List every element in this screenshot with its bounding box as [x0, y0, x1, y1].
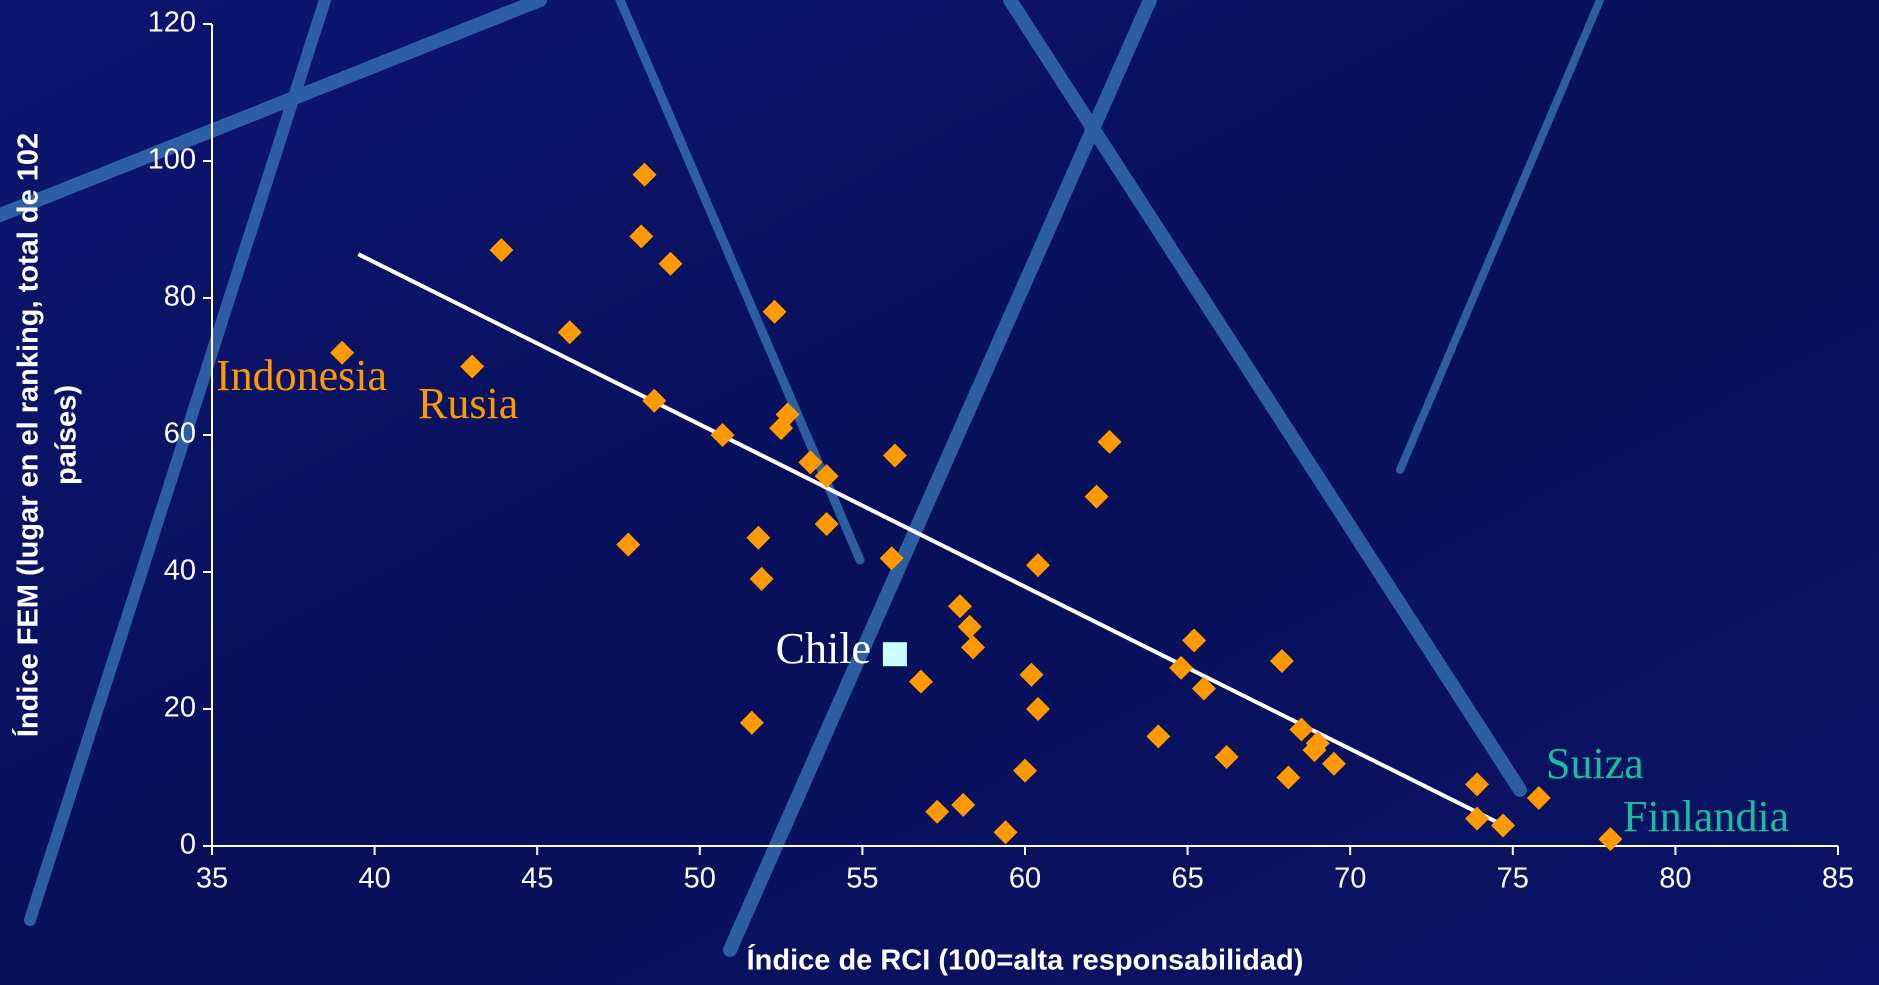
x-tick-label: 50: [684, 863, 716, 895]
page: {"chart_data": {"type": "scatter", "xlab…: [0, 0, 1879, 985]
y-tick-label: 20: [164, 692, 196, 724]
y-tick-label: 80: [164, 281, 196, 313]
annotation: Indonesia: [216, 351, 387, 400]
annotation: Finlandia: [1623, 792, 1789, 841]
y-tick-label: 100: [148, 144, 196, 176]
x-tick-label: 85: [1822, 863, 1854, 895]
annotation: Suiza: [1546, 739, 1644, 788]
annotation: Rusia: [418, 379, 518, 428]
y-tick-label: 0: [180, 829, 196, 861]
x-axis-title: Índice de RCI (100=alta responsabilidad): [747, 943, 1304, 977]
x-tick-label: 35: [196, 863, 228, 895]
x-tick-label: 40: [358, 863, 390, 895]
x-tick-label: 60: [1009, 863, 1041, 895]
point: [883, 642, 907, 666]
y-tick-label: 120: [148, 7, 196, 39]
y-axis-title: Índice FEM (lugar en el ranking, total d…: [11, 133, 45, 737]
x-tick-label: 80: [1659, 863, 1691, 895]
x-tick-label: 65: [1171, 863, 1203, 895]
x-tick-label: 75: [1497, 863, 1529, 895]
y-axis-title: países): [51, 385, 83, 485]
y-tick-label: 60: [164, 418, 196, 450]
x-tick-label: 70: [1334, 863, 1366, 895]
x-tick-label: 45: [521, 863, 553, 895]
x-tick-label: 55: [846, 863, 878, 895]
annotation: Chile: [776, 624, 871, 673]
chart: 0 20 40 60 80 100 120 35 40 45 50 55 60 65 70 75 80 85 Índ…: [0, 0, 1879, 985]
y-tick-label: 40: [164, 555, 196, 587]
